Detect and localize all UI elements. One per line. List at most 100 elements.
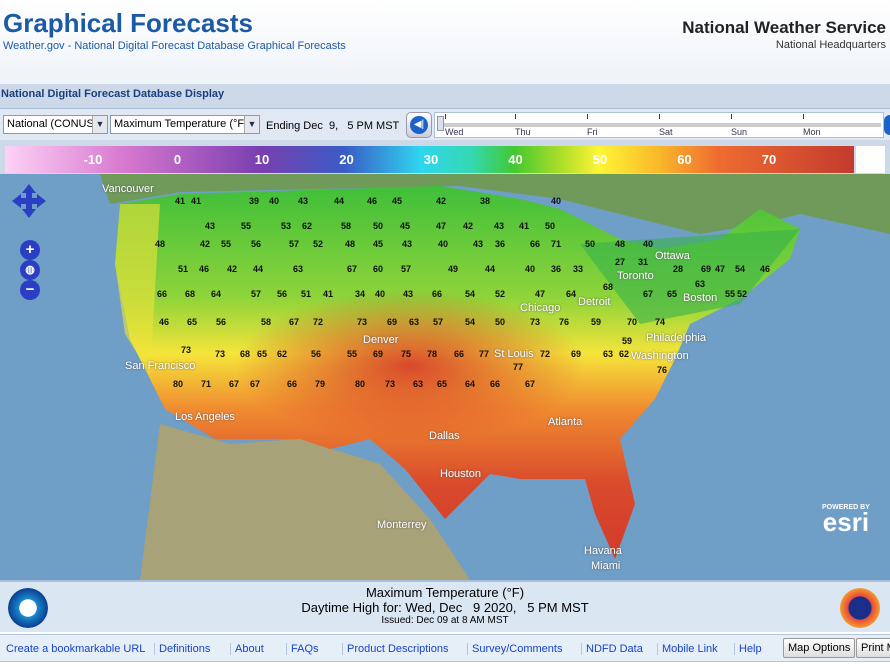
temperature-label: 68 — [240, 349, 251, 359]
timeline-day[interactable]: Mon — [803, 127, 821, 137]
footer-link[interactable]: Definitions — [154, 643, 210, 655]
temperature-label: 70 — [627, 317, 638, 327]
temperature-label: 65 — [187, 317, 198, 327]
heat-overlay — [200, 234, 700, 454]
temperature-label: 66 — [432, 289, 443, 299]
footer-link[interactable]: About — [230, 643, 264, 655]
zoom-in-button[interactable]: + — [20, 240, 40, 260]
globe-icon[interactable]: ◍ — [20, 260, 40, 280]
agency-name: National Weather Service — [682, 18, 886, 37]
footer-link[interactable]: Survey/Comments — [467, 643, 562, 655]
region-select[interactable]: National (CONUS) ▼ — [3, 115, 108, 134]
northeast-overlay — [580, 229, 800, 324]
forecast-map[interactable]: 41 41 39 40 43 44 46 45 42 38 40 43 55 53 62 58 50 45 47 42… — [0, 174, 890, 580]
pan-control[interactable] — [12, 184, 46, 218]
city-label: Detroit — [578, 296, 611, 308]
temperature-label: 27 — [615, 257, 626, 267]
temperature-label: 48 — [155, 239, 166, 249]
slider-thumb[interactable] — [437, 116, 444, 131]
step-back-icon: ◀| — [410, 116, 428, 134]
timeline-tick — [731, 114, 732, 119]
city-label: San Francisco — [125, 360, 196, 372]
temperature-label: 69 — [373, 349, 384, 359]
footer-link[interactable]: Mobile Link — [657, 643, 718, 655]
weather-gov-link[interactable]: Weather.gov — [3, 40, 65, 52]
scale-label: 0 — [173, 152, 182, 167]
temperature-label: 54 — [465, 289, 476, 299]
step-back-button[interactable]: ◀| — [406, 112, 432, 138]
print-map-button[interactable]: Print Map — [856, 638, 890, 658]
element-value: Maximum Temperature (°F) — [114, 118, 248, 130]
temperature-label: 36 — [551, 264, 562, 274]
map-options-button[interactable]: Map Options — [783, 638, 856, 658]
timeline-day[interactable]: Sun — [731, 127, 748, 137]
temperature-label: 73 — [385, 379, 396, 389]
temperature-label: 63 — [695, 279, 706, 289]
color-scale: -10 0 10 20 30 40 50 60 70 — [5, 146, 854, 173]
timeline-day[interactable]: Wed — [445, 127, 464, 137]
footer-link[interactable]: FAQs — [286, 643, 319, 655]
temperature-label: 40 — [525, 264, 536, 274]
temperature-label: 41 — [191, 196, 202, 206]
temperature-label: 58 — [261, 317, 272, 327]
city-label: Dallas — [429, 430, 460, 442]
temperature-label: 50 — [495, 317, 506, 327]
city-label: Denver — [363, 334, 399, 346]
temperature-label: 77 — [513, 362, 524, 372]
temperature-label: 47 — [715, 264, 726, 274]
zoom-out-button[interactable]: − — [20, 280, 40, 300]
footer-link[interactable]: Product Descriptions — [342, 643, 449, 655]
step-forward-button[interactable] — [884, 115, 890, 135]
temperature-label: 60 — [373, 264, 384, 274]
temperature-label: 73 — [215, 349, 226, 359]
noaa-logo[interactable] — [8, 588, 48, 628]
temperature-label: 66 — [454, 349, 465, 359]
timeline-tick — [445, 114, 446, 119]
temperature-label: 46 — [199, 264, 210, 274]
city-label: Washington — [631, 350, 689, 362]
subtitle: Weather.gov - National Digital Forecast … — [3, 40, 346, 52]
temperature-label: 50 — [585, 239, 596, 249]
temperature-label: 42 — [200, 239, 211, 249]
temperature-label: 71 — [201, 379, 212, 389]
city-label: Houston — [440, 468, 481, 480]
timeline-day[interactable]: Fri — [587, 127, 598, 137]
toolbar: National (CONUS) ▼ Maximum Temperature (°… — [0, 108, 890, 140]
office-name: National Headquarters — [775, 39, 886, 51]
temperature-label: 40 — [375, 289, 386, 299]
timeline-tick — [659, 114, 660, 119]
region-value: National (CONUS) — [7, 118, 98, 130]
page-title: Graphical Forecasts — [3, 8, 253, 38]
temperature-label: 39 — [249, 196, 260, 206]
temperature-label: 59 — [622, 336, 633, 346]
temperature-label: 46 — [159, 317, 170, 327]
temperature-label: 62 — [277, 349, 288, 359]
temperature-label: 57 — [289, 239, 300, 249]
time-slider[interactable]: Wed Thu Fri Sat Sun Mon — [434, 112, 884, 138]
temperature-label: 63 — [603, 349, 614, 359]
nws-logo[interactable] — [840, 588, 880, 628]
timeline-day[interactable]: Thu — [515, 127, 531, 137]
temperature-label: 69 — [571, 349, 582, 359]
temperature-label: 68 — [185, 289, 196, 299]
footer-link[interactable]: Help — [734, 643, 762, 655]
footer-link[interactable]: NDFD Data — [581, 643, 643, 655]
temperature-label: 67 — [525, 379, 536, 389]
temperature-label: 55 — [347, 349, 358, 359]
temperature-label: 40 — [551, 196, 562, 206]
temperature-label: 67 — [229, 379, 240, 389]
temperature-label: 55 — [221, 239, 232, 249]
temperature-label: 41 — [175, 196, 186, 206]
temperature-label: 69 — [387, 317, 398, 327]
element-select[interactable]: Maximum Temperature (°F) ▼ — [110, 115, 260, 134]
city-label: Monterrey — [377, 519, 427, 531]
timeline-day[interactable]: Sat — [659, 127, 673, 137]
temperature-label: 68 — [603, 282, 614, 292]
display-title: National Digital Forecast Database Displ… — [1, 88, 225, 100]
temperature-label: 56 — [277, 289, 288, 299]
footer-link[interactable]: Create a bookmarkable URL — [6, 643, 146, 655]
city-label: Vancouver — [102, 183, 154, 195]
canada-land — [100, 174, 890, 234]
subtitle-text: - National Digital Forecast Database Gra… — [64, 40, 346, 52]
temperature-label: 48 — [345, 239, 356, 249]
